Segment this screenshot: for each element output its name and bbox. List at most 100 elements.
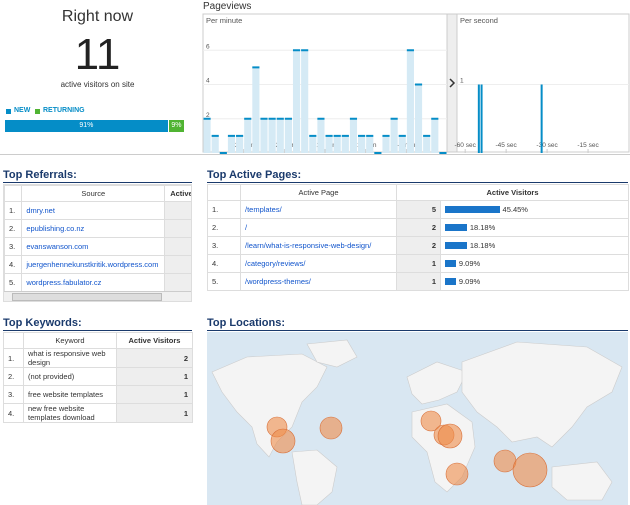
y-tick-label: 2 (206, 112, 210, 119)
land (211, 339, 623, 505)
row: 4./category/reviews/1 9.09% (207, 254, 630, 273)
pageviews-chart: Per minute 2 4 6 -25 min -20 min -15 min -10 mi… (202, 13, 630, 154)
row: 3. free website templates 1 (3, 385, 193, 404)
cell: /category/reviews/ (240, 254, 397, 273)
bar (358, 135, 366, 153)
pct-label: 9.09% (458, 259, 481, 268)
bar (236, 135, 244, 153)
separator (0, 154, 630, 155)
x-tick-label: -5 min (397, 142, 415, 149)
cell (164, 219, 191, 238)
cell: 1 (396, 254, 441, 273)
row: 3. evanswanson.com (4, 237, 191, 256)
x-tick-label: -30 sec (536, 142, 558, 149)
map (207, 332, 628, 505)
bar (406, 50, 414, 153)
cell: 4. (207, 254, 241, 273)
row: 1. dmry.net (4, 201, 191, 220)
pct-label: 18.18% (469, 223, 496, 232)
bar (366, 135, 374, 153)
cell: juergenhennekunstkritik.wordpress.com (21, 255, 166, 274)
bar (292, 50, 301, 153)
active-pages-title: Top Active Pages: (207, 169, 628, 183)
row: 3./learn/what-is-responsive-web-design/2… (207, 236, 630, 255)
header-cell: Active Visitors (395, 184, 630, 201)
row: 1. what is responsive web design 2 (3, 348, 193, 368)
cell: 5 (396, 200, 441, 219)
cell: 3. (207, 236, 241, 255)
bar (341, 135, 349, 153)
bar (284, 118, 292, 153)
pct-bar (445, 206, 500, 213)
cell: new free website templates download (23, 403, 117, 423)
cell: free website templates (23, 385, 117, 404)
y-tick-label: 4 (206, 78, 210, 85)
cell: 2. (207, 218, 241, 237)
y-tick-label: 6 (206, 43, 210, 50)
cell: 1. (207, 200, 241, 219)
bar (349, 118, 358, 153)
bar (260, 118, 268, 153)
pct: 9.09% (445, 277, 624, 286)
cell: 3. (4, 237, 23, 256)
cell: /wordpress-themes/ (240, 272, 397, 291)
cell: 1 (116, 403, 193, 423)
keywords-table: Keyword Active Visitors 1. what is responsi… (3, 332, 193, 423)
pct: 18.18% (445, 241, 624, 250)
header-cell: Active Visi (164, 185, 191, 202)
legend-swatch (6, 109, 11, 114)
bar-cell: 9.09% (439, 254, 630, 273)
divider (446, 13, 458, 153)
x-tick-label: -15 min (314, 142, 336, 149)
x-tick-label: -20 min (273, 142, 295, 149)
bar (252, 67, 260, 153)
x-tick-label: -25 min (233, 142, 255, 149)
active-pages-table: Active Page Active Visitors 1./templates/5… (207, 184, 630, 291)
pageviews-title: Pageviews (203, 1, 252, 12)
bar-cell: 18.18% (439, 236, 630, 255)
bar (333, 135, 341, 153)
legend-new: NEW (14, 107, 31, 114)
pct-label: 18.18% (469, 241, 496, 250)
row: 2. epublishing.co.nz (4, 219, 191, 238)
row: 4. juergenhennekunstkritik.wordpress.com (4, 255, 191, 274)
x-tick-label: -45 sec (495, 142, 517, 149)
pct-label: 45.45% (502, 205, 528, 214)
bar (244, 118, 252, 153)
right-now-title: Right now (61, 8, 134, 25)
caption: active visitors on site (60, 80, 135, 89)
right-now-panel: Right now 11 active visitors on site NEW… (0, 0, 195, 150)
cell: 2 (396, 218, 441, 237)
active-count: 11 (74, 30, 121, 79)
cell: /templates/ (240, 200, 397, 219)
cell: (not provided) (23, 367, 117, 386)
pct-bar (445, 242, 467, 249)
bar (382, 135, 390, 153)
header-cell: Active Page (240, 184, 397, 201)
scroll-thumb[interactable] (12, 293, 162, 301)
location-bubbles (266, 410, 548, 488)
cell: 3. (3, 385, 24, 404)
legend-returning: RETURNING (43, 107, 85, 114)
cell: 5. (4, 273, 23, 292)
panel-label: Per second (460, 16, 498, 25)
pct-bar (445, 278, 456, 285)
header-cell: Keyword (23, 332, 117, 349)
x-tick-label: -10 min (355, 142, 377, 149)
cell: 1. (3, 348, 24, 368)
split-bar: 91% 9% (5, 120, 185, 132)
pct-bar (445, 260, 456, 267)
cell (164, 273, 191, 292)
bar (276, 118, 284, 153)
bar (390, 118, 398, 153)
bar (317, 118, 325, 153)
bar (423, 135, 431, 153)
header-cell (3, 332, 24, 349)
row: 2. (not provided) 1 (3, 367, 193, 386)
header-row: Active Page Active Visitors (207, 184, 630, 201)
legend-swatch (35, 109, 40, 114)
bar (301, 50, 309, 153)
keywords-title: Top Keywords: (3, 317, 192, 331)
